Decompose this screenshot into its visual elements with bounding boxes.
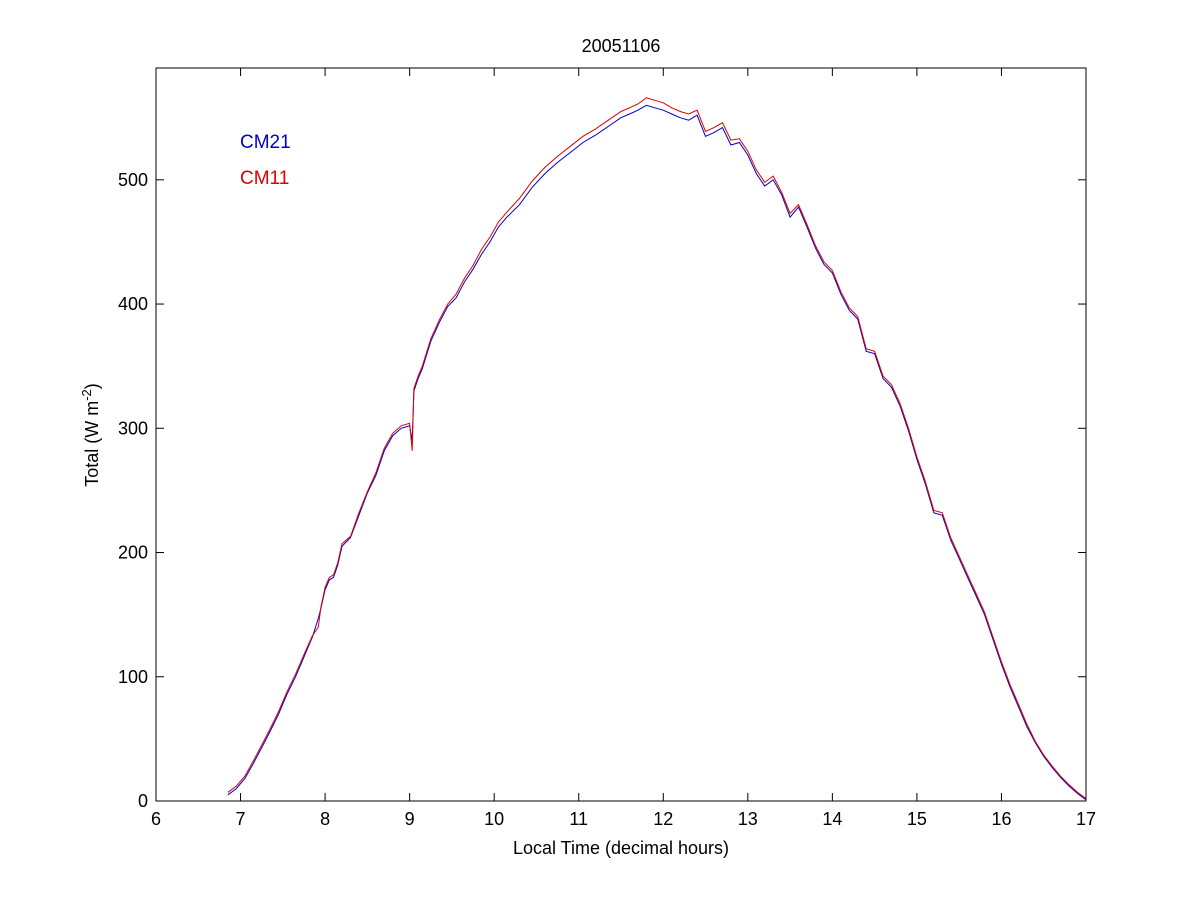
x-tick-label: 17 [1076,809,1096,829]
x-axis-label: Local Time (decimal hours) [513,838,729,858]
series-lines [227,97,1087,801]
series-line-cm11 [227,97,1087,799]
x-tick-label: 15 [907,809,927,829]
y-tick-label: 200 [118,543,148,563]
y-axis-label-text: Total (W m [82,401,102,487]
y-tick-label: 300 [118,418,148,438]
x-tick-label: 9 [405,809,415,829]
x-tick-label: 6 [151,809,161,829]
y-axis-label-close: ) [82,383,102,389]
x-tick-label: 16 [991,809,1011,829]
legend-item-cm21: CM21 [240,132,291,153]
x-tick-label: 14 [822,809,842,829]
plot-area [155,67,1087,802]
legend-item-cm11: CM11 [240,168,289,189]
x-tick-label: 10 [484,809,504,829]
y-tick-label: 400 [118,294,148,314]
y-axis-label: Total (W m-2) [79,383,102,487]
series-line-cm21 [227,104,1087,801]
x-tick-label: 7 [236,809,246,829]
x-tick-label: 12 [653,809,673,829]
legend: CM21 CM11 [240,132,291,189]
x-tick-label: 8 [320,809,330,829]
x-tick-label: 11 [569,809,588,829]
x-tick-label: 13 [738,809,758,829]
y-axis-label-superscript: -2 [79,389,94,401]
y-tick-label: 500 [118,170,148,190]
axis-ticks: 6 7 8 9 10 11 12 13 14 15 16 17 0 100 200 300 400 500 [118,68,1096,829]
chart-title: 20051106 [582,36,661,56]
y-tick-label: 100 [118,667,148,687]
y-tick-label: 0 [138,791,148,811]
